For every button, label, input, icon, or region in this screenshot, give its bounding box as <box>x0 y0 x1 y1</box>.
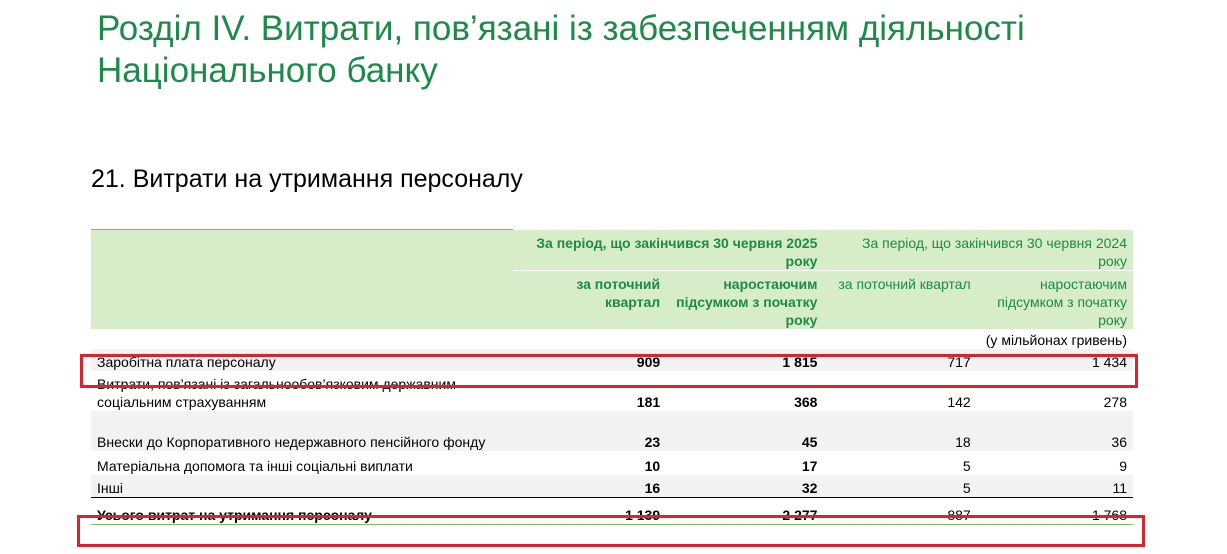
row-label: Заробітна плата персоналу <box>97 353 276 370</box>
row-value: 10 <box>644 457 661 474</box>
subheader-row: за поточний квартал наростаючим підсумко… <box>91 269 1133 329</box>
row-value: 18 <box>955 433 971 450</box>
table-row: Заробітна плата персоналу 909 1 815 717 … <box>91 348 1133 371</box>
row-value: 142 <box>947 393 971 410</box>
row-value: 278 <box>1103 393 1127 410</box>
row-value: 181 <box>636 393 661 410</box>
row-label: Матеріальна допомога та інші соціальні в… <box>97 457 413 474</box>
row-value: 23 <box>644 433 661 450</box>
row-value: 909 <box>636 353 661 370</box>
total-value: 887 <box>823 496 977 525</box>
table-row: Внески до Корпоративного недержавного пе… <box>91 410 1133 451</box>
row-value: 5 <box>962 479 971 496</box>
row-value: 368 <box>794 393 818 410</box>
row-value: 5 <box>962 457 971 474</box>
header-cumulative-2024: наростаючим підсумком з початку року <box>976 269 1133 329</box>
units-row: (у мільйонах гривень) <box>91 329 1133 349</box>
row-value: 1 815 <box>782 353 818 370</box>
period-2025-header: За період, що закінчився 30 червня 2025 … <box>512 229 824 270</box>
row-value: 32 <box>801 479 818 496</box>
row-value: 717 <box>947 353 971 370</box>
row-value: 1 434 <box>1091 353 1127 370</box>
row-value: 45 <box>801 433 818 450</box>
row-label: Витрати, пов’язані із загальнообов’язков… <box>97 375 456 410</box>
header-cumulative-2025: наростаючим підсумком з початку року <box>666 269 824 329</box>
period-2024-header: За період, що закінчився 30 червня 2024 … <box>823 229 1133 270</box>
row-label: Внески до Корпоративного недержавного пе… <box>97 433 486 450</box>
header-quarter-2025: за поточний квартал <box>512 269 667 329</box>
table-row: Інші 16 32 5 11 <box>91 474 1133 497</box>
units-label: (у мільйонах гривень) <box>985 331 1127 348</box>
subsection-title: 21. Витрати на утримання персоналу <box>91 165 523 193</box>
header-quarter-2024: за поточний квартал <box>823 269 977 329</box>
row-value: 11 <box>1112 479 1127 496</box>
subheader-blank-cell <box>91 270 513 329</box>
header-blank-cell <box>91 229 513 270</box>
staff-costs-table: За період, що закінчився 30 червня 2025 … <box>91 229 1133 525</box>
total-row: Усього витрат на утримання персоналу 1 1… <box>91 496 1133 525</box>
period-header-row: За період, що закінчився 30 червня 2025 … <box>91 229 1133 270</box>
row-value: 9 <box>1119 457 1127 474</box>
row-value: 36 <box>1111 433 1127 450</box>
total-label: Усього витрат на утримання персоналу <box>91 496 513 525</box>
row-label: Інші <box>97 479 123 496</box>
total-value: 1 768 <box>976 496 1133 525</box>
row-value: 16 <box>644 479 661 496</box>
total-value: 1 139 <box>512 496 667 525</box>
table-row: Матеріальна допомога та інші соціальні в… <box>91 451 1133 475</box>
section-title: Розділ IV. Витрати, пов’язані із забезпе… <box>97 9 1025 90</box>
row-value: 17 <box>801 457 818 474</box>
table-row: Витрати, пов’язані із загальнообов’язков… <box>91 371 1133 411</box>
total-value: 2 277 <box>666 496 824 525</box>
